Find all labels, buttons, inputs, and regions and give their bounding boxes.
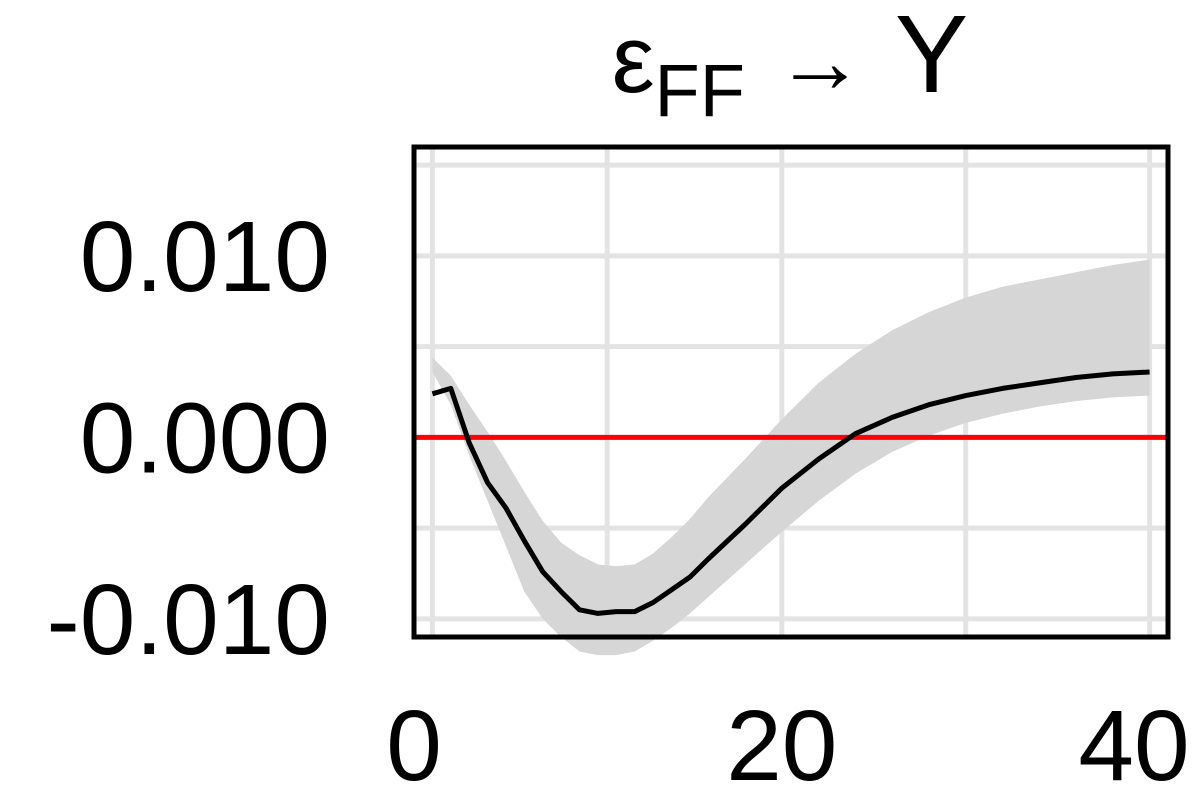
- title-subscript: FF: [655, 49, 745, 132]
- series-line: [431, 369, 1150, 616]
- chart-title: εFF → Y: [612, 0, 969, 132]
- y-tick-label: -0.010: [46, 564, 330, 676]
- x-tick-label: 40: [1078, 690, 1189, 802]
- confidence-band: [432, 259, 1150, 656]
- plot-frame: [411, 144, 1171, 640]
- y-tick-label: 0.000: [80, 382, 330, 494]
- x-tick-label: 0: [386, 690, 442, 802]
- title-target: Y: [895, 0, 968, 116]
- y-axis-ticks: -0.010 0.000 0.010: [46, 201, 330, 676]
- title-arrow: →: [775, 12, 865, 112]
- confidence-band-layer: [432, 259, 1150, 656]
- title-epsilon: ε: [612, 6, 655, 113]
- y-tick-label: 0.010: [80, 201, 330, 313]
- x-tick-label: 20: [726, 690, 837, 802]
- series-line-layer: [431, 369, 1150, 616]
- x-axis-ticks: 0 20 40: [386, 690, 1189, 802]
